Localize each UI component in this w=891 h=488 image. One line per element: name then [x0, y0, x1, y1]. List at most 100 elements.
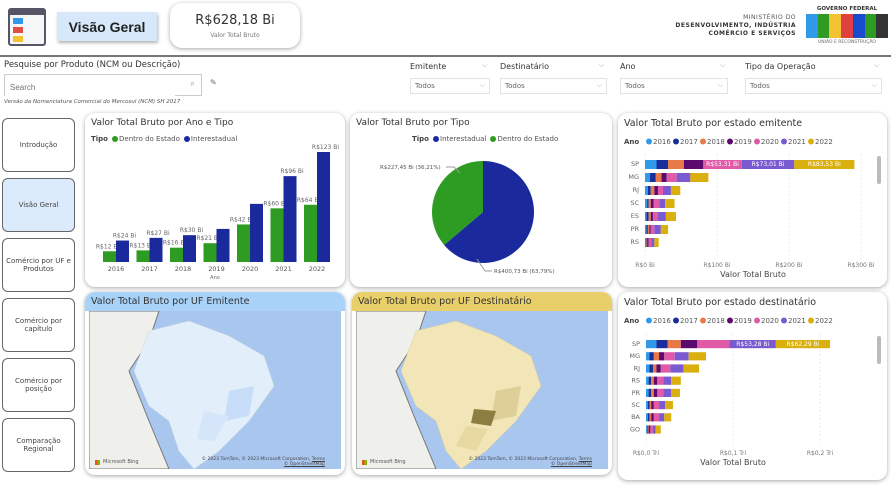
- y-tick-label: SP: [632, 340, 640, 348]
- nav-button[interactable]: Comparação Regional: [2, 418, 75, 472]
- map-destinatario[interactable]: [356, 311, 608, 469]
- eraser-icon[interactable]: ✎: [210, 78, 217, 87]
- data-label: R$42 Bi: [230, 216, 254, 223]
- x-tick-label: R$0 Bi: [635, 262, 655, 269]
- y-tick-label: SP: [631, 160, 639, 168]
- nav-button[interactable]: Comércio por posição: [2, 358, 75, 412]
- bar-segment-GO-2020: [650, 425, 653, 434]
- nav-button[interactable]: Comércio por capítulo: [2, 298, 75, 352]
- scrollbar-thumb[interactable]: [877, 156, 881, 184]
- pie-chart-card: Valor Total Bruto por Tipo Tipo Interesta…: [350, 113, 612, 287]
- search-input[interactable]: [5, 78, 175, 97]
- nav-button[interactable]: Introdução: [2, 118, 75, 172]
- bar-interestadual-2018: [183, 235, 196, 262]
- gov-logo: GOVERNO FEDERAL UNIÃO E RECONSTRUÇÃO: [806, 6, 889, 45]
- bar-segment-BA-2019: [651, 413, 654, 422]
- legend-item: 2017: [680, 317, 698, 325]
- data-label: R$64 Bi: [297, 197, 321, 204]
- data-label: R$12 Bi: [96, 243, 120, 250]
- bar-segment-RS-2021: [651, 238, 655, 247]
- chevron-down-icon[interactable]: ⌵: [720, 61, 726, 69]
- bar-segment-PR-2017: [648, 388, 652, 397]
- bar-dentro-2022: [304, 204, 317, 262]
- pie-chart: R$400,73 Bi (63,79%) R$227,45 Bi (36,21%): [380, 161, 555, 275]
- chevron-down-icon[interactable]: ⌵: [874, 61, 880, 69]
- bar-segment-RS-2021: [663, 376, 672, 385]
- bar-segment-PR-2017: [646, 225, 648, 234]
- bar-dentro-2020: [237, 224, 250, 262]
- legend-item: 2018: [707, 317, 725, 325]
- search-label: Pesquise por Produto (NCM ou Descrição): [4, 60, 181, 70]
- bar-segment-RJ-2019: [656, 364, 661, 373]
- bar-segment-SP-2016: [646, 340, 657, 349]
- filter-dropdown[interactable]: Todos ⌵: [500, 78, 607, 94]
- bar-segment-MG-2016: [646, 352, 650, 361]
- chart-title: Valor Total Bruto por Ano e Tipo: [91, 118, 234, 128]
- emitente-stacked-chart: Ano 2016 2017 2018 2019 2020 2021 2022 R$0 Bi R$1…: [624, 138, 881, 279]
- legend-dot-2016: [646, 317, 652, 324]
- leader-line: [476, 258, 492, 272]
- bar-segment-MG-2019: [659, 352, 665, 361]
- nav-button[interactable]: Visão Geral: [2, 178, 75, 232]
- legend-title: Ano: [624, 317, 639, 325]
- bar-segment-SC-2021: [659, 199, 666, 208]
- bar-segment-GO-2018: [647, 425, 649, 434]
- bar-segment-SP-2022: [794, 160, 855, 169]
- filter-dropdown[interactable]: Todos ⌵: [745, 78, 882, 94]
- data-label: R$21 Bi: [196, 235, 220, 242]
- map-attribution: © 2023 TomTom, © 2023 Microsoft Corporat…: [201, 457, 325, 467]
- data-label: R$30 Bi: [180, 227, 204, 234]
- bar-dentro-2016: [103, 251, 116, 262]
- x-tick-label: R$100 Bi: [703, 262, 730, 269]
- bar-segment-RJ-2017: [649, 364, 653, 373]
- data-label: R$96 Bi: [280, 168, 304, 175]
- filter-dropdown[interactable]: Todos ⌵: [620, 78, 728, 94]
- chevron-down-icon: ⌵: [479, 81, 485, 89]
- chevron-down-icon[interactable]: ⌵: [482, 61, 488, 69]
- bar-segment-PR-2019: [649, 225, 651, 234]
- x-tick-label: R$0,2 Tri: [807, 450, 834, 457]
- bar-segment-SP-2021: [741, 160, 795, 169]
- chevron-down-icon[interactable]: ⌵: [599, 61, 605, 69]
- filter-dropdown[interactable]: Todos ⌵: [410, 78, 490, 94]
- bar-dentro-2017: [136, 250, 150, 262]
- bar-segment-MG-2016: [645, 173, 651, 182]
- filter-label: Emitente: [410, 62, 447, 71]
- bar-segment-SP-2019: [683, 160, 704, 169]
- filter-label: Ano: [620, 62, 636, 71]
- legend-item: 2018: [707, 138, 725, 146]
- bar-segment-MG-2019: [661, 173, 667, 182]
- bar-segment-RJ-2016: [645, 186, 648, 195]
- data-label: R$62,29 Bi: [787, 341, 820, 348]
- bar-segment-RJ-2018: [652, 364, 657, 373]
- legend-item: 2021: [788, 138, 806, 146]
- legend-dot-2020: [754, 317, 760, 324]
- scrollbar-thumb[interactable]: [877, 336, 881, 364]
- header-divider: [0, 55, 891, 57]
- bar-segment-PR-2022: [671, 388, 680, 397]
- bar-segment-PR-2019: [653, 388, 658, 397]
- bar-segment-MG-2022: [688, 352, 707, 361]
- y-tick-label: SC: [630, 199, 639, 207]
- pie-slice-dentro-do-estado: [432, 161, 483, 246]
- bar-segment-SP-2018: [668, 160, 684, 169]
- bar-segment-MG-2020: [666, 173, 677, 182]
- x-axis-title: Valor Total Bruto: [720, 270, 786, 279]
- bar-interestadual-2022: [317, 152, 330, 262]
- search-icon[interactable]: ⌕: [189, 79, 195, 89]
- bar-segment-RS-2017: [648, 376, 652, 385]
- search-box[interactable]: ⌕: [4, 74, 202, 97]
- bar-segment-PR-2021: [663, 388, 672, 397]
- bing-logo-icon: [362, 459, 367, 465]
- map-emitente[interactable]: [89, 311, 341, 469]
- bar-segment-SP-2021: [729, 340, 776, 349]
- nav-button[interactable]: Comércio por UF e Produtos: [2, 238, 75, 292]
- bar-segment-PR-2018: [651, 388, 654, 397]
- data-label: R$27 Bi: [146, 230, 170, 237]
- map-attribution: © 2023 TomTom, © 2023 Microsoft Corporat…: [468, 457, 592, 467]
- y-tick-label: RJ: [633, 186, 640, 194]
- bar-segment-MG-2021: [674, 352, 689, 361]
- x-axis-title: Ano: [210, 275, 220, 281]
- bar-segment-MG-2020: [664, 352, 675, 361]
- legend-dot-2019: [727, 317, 733, 324]
